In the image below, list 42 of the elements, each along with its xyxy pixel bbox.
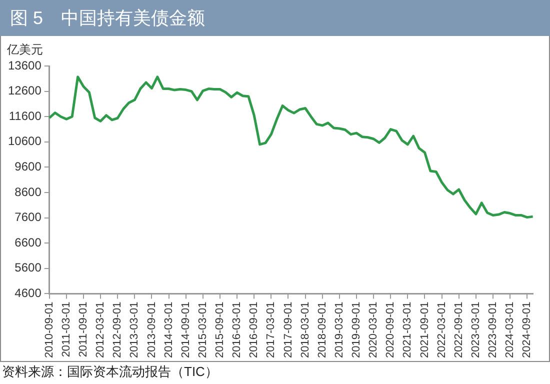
x-tick-label: 2014-09-01: [180, 302, 192, 358]
x-tick-label: 2023-03-01: [470, 302, 482, 358]
y-axis-title: 亿美元: [6, 42, 43, 56]
y-tick-label: 10600: [8, 134, 42, 148]
x-tick-label: 2016-03-01: [231, 302, 244, 358]
x-tick-label: 2024-03-01: [504, 302, 516, 358]
x-tick-label: 2024-09-01: [521, 302, 534, 358]
x-tick-label: 2010-09-01: [43, 302, 56, 358]
y-tick-label: 8600: [14, 184, 42, 199]
chart-title: 图 5 中国持有美债金额: [0, 0, 550, 36]
x-tick-label: 2023-09-01: [487, 302, 500, 358]
y-tick-label: 7600: [14, 210, 42, 224]
x-tick-label: 2018-03-01: [299, 302, 312, 358]
x-tick-label: 2021-09-01: [418, 302, 431, 358]
y-tick-label: 6600: [14, 235, 42, 250]
x-tick-label: 2016-09-01: [248, 302, 260, 358]
x-tick-label: 2017-03-01: [265, 302, 278, 358]
x-tick-label: 2022-09-01: [452, 302, 465, 358]
x-tick-label: 2017-09-01: [282, 302, 294, 358]
y-tick-label: 5600: [14, 260, 42, 275]
y-tick-label: 11600: [8, 108, 42, 123]
x-tick-label: 2022-03-01: [436, 302, 448, 358]
y-tick-label: 12600: [8, 84, 42, 98]
x-tick-label: 2020-03-01: [368, 302, 380, 358]
x-tick-label: 2019-09-01: [350, 302, 363, 358]
x-tick-label: 2021-03-01: [402, 302, 414, 358]
y-tick-label: 13600: [8, 58, 42, 72]
text: 资料来源：国际资本流动报告（TIC）: [1, 363, 219, 381]
y-tick-label: 4600: [14, 286, 42, 300]
x-tick-label: 2013-03-01: [128, 302, 141, 358]
y-tick-label: 9600: [14, 160, 42, 174]
x-tick-label: 2015-03-01: [196, 302, 209, 358]
x-tick-label: 2011-03-01: [60, 302, 72, 358]
x-tick-label: 2019-03-01: [333, 302, 346, 358]
x-tick-label: 2011-09-01: [78, 302, 90, 358]
x-tick-label: 2018-09-01: [316, 302, 328, 358]
x-tick-label: 2015-09-01: [214, 302, 226, 358]
x-tick-label: 2013-09-01: [146, 302, 158, 358]
x-tick-label: 2014-03-01: [162, 302, 175, 358]
x-tick-label: 2012-03-01: [94, 302, 107, 358]
x-tick-label: 2020-09-01: [384, 302, 397, 358]
x-tick-label: 2012-09-01: [112, 302, 124, 358]
